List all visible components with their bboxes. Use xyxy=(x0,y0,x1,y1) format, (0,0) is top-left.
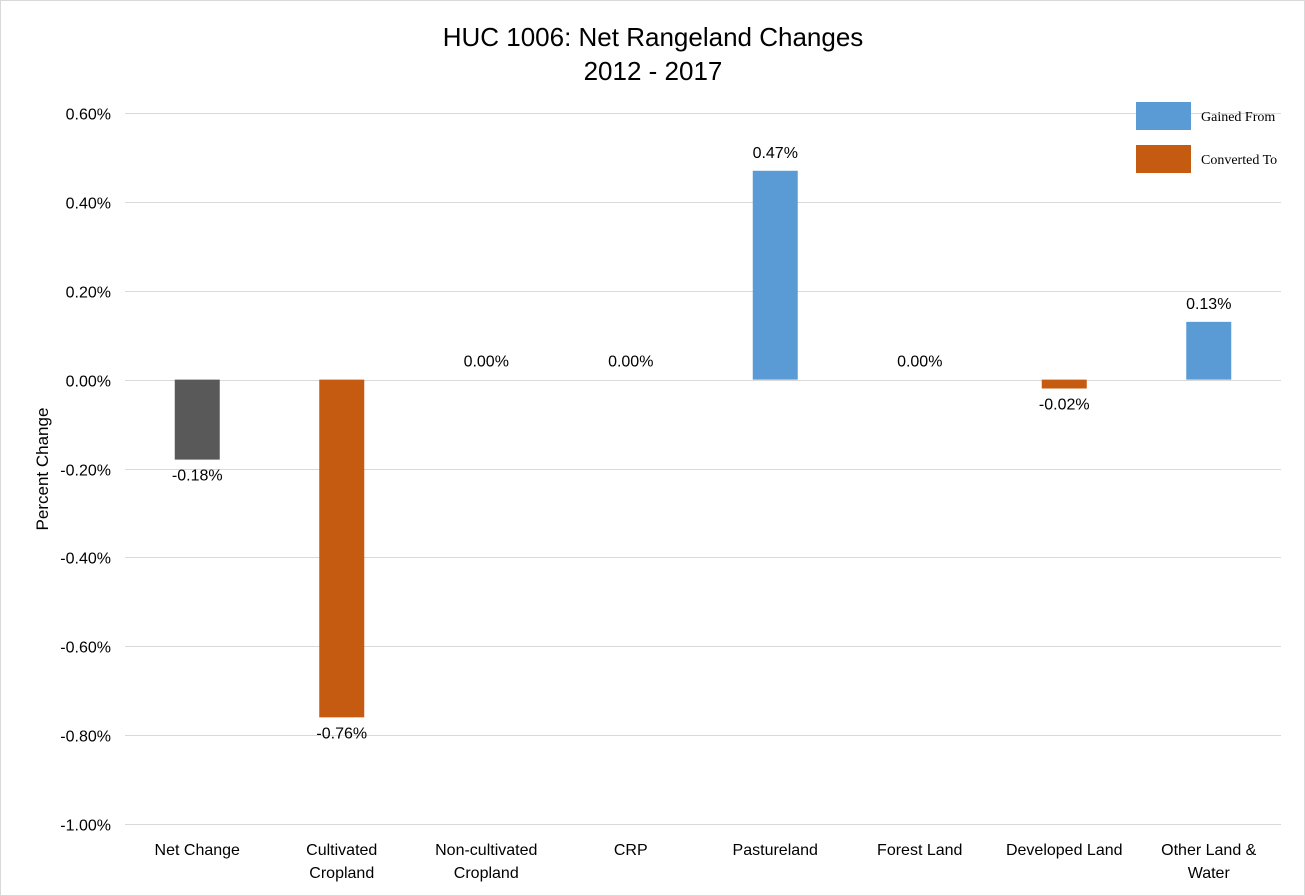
y-tick-label: 0.60% xyxy=(66,107,111,124)
y-tick-label: -0.60% xyxy=(60,640,111,657)
chart-title-line-1: HUC 1006: Net Rangeland Changes xyxy=(443,22,864,52)
x-tick-label: Pastureland xyxy=(733,842,818,859)
bar xyxy=(1186,321,1232,380)
x-axis-categories: Net Change Cultivated Cropland Non-cultivat… xyxy=(155,842,1257,882)
chart-title-line-2: 2012 - 2017 xyxy=(584,56,723,86)
bar xyxy=(319,379,365,718)
bar xyxy=(752,170,798,380)
y-tick-label: -1.00% xyxy=(60,818,111,835)
legend: Gained From Converted To xyxy=(1136,102,1277,173)
x-tick-label: Other Land & xyxy=(1161,842,1257,859)
data-label: 0.00% xyxy=(608,354,653,371)
legend-label: Converted To xyxy=(1201,153,1277,168)
data-label: 0.00% xyxy=(464,354,509,371)
legend-swatch xyxy=(1136,102,1191,130)
x-tick-label: Cropland xyxy=(454,865,519,882)
x-tick-label: Forest Land xyxy=(877,842,962,859)
x-tick-label: Net Change xyxy=(155,842,240,859)
y-axis-label: Percent Change xyxy=(33,408,52,531)
y-tick-label: 0.20% xyxy=(66,285,111,302)
y-axis-title: Percent Change xyxy=(33,408,52,531)
data-label: -0.76% xyxy=(316,725,367,742)
x-tick-label: Developed Land xyxy=(1006,842,1123,859)
gridlines xyxy=(125,113,1281,825)
x-tick-label: Cultivated xyxy=(306,842,377,859)
data-label: -0.02% xyxy=(1039,397,1090,414)
data-label: 0.13% xyxy=(1186,296,1231,313)
chart-title: HUC 1006: Net Rangeland Changes 2012 - 20… xyxy=(443,22,864,86)
data-label: 0.47% xyxy=(753,145,798,162)
data-labels: -0.18% -0.76% 0.00% 0.00% 0.47% 0.00% -0.02% 0.… xyxy=(172,145,1232,743)
x-tick-label: Non-cultivated xyxy=(435,842,537,859)
y-axis-ticks: 0.60% 0.40% 0.20% 0.00% -0.20% -0.40% -0.60% -0… xyxy=(60,107,111,835)
data-label: -0.18% xyxy=(172,468,223,485)
y-tick-label: -0.80% xyxy=(60,729,111,746)
y-tick-label: 0.40% xyxy=(66,196,111,213)
y-tick-label: 0.00% xyxy=(66,374,111,391)
bars xyxy=(174,170,1232,718)
y-tick-label: -0.20% xyxy=(60,463,111,480)
x-tick-label: CRP xyxy=(614,842,648,859)
x-tick-label: Cropland xyxy=(309,865,374,882)
data-label: 0.00% xyxy=(897,354,942,371)
x-tick-label: Water xyxy=(1188,865,1231,882)
y-tick-label: -0.40% xyxy=(60,551,111,568)
legend-swatch xyxy=(1136,145,1191,173)
legend-label: Gained From xyxy=(1201,110,1275,125)
bar xyxy=(174,379,220,460)
bar xyxy=(1041,379,1087,389)
